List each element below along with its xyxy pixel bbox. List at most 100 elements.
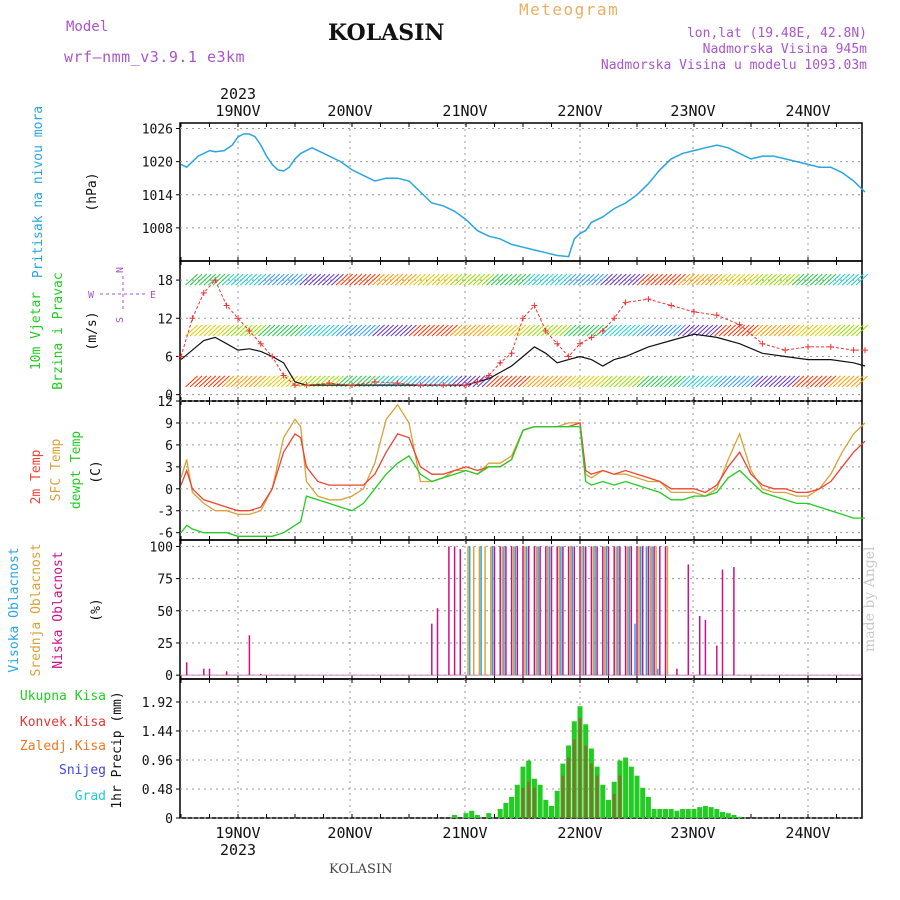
wind-barb: [741, 375, 755, 388]
wind-barb: [805, 273, 819, 286]
wind-barb: [809, 273, 823, 286]
wind-barb: [540, 273, 554, 286]
wind-barb: [686, 273, 700, 286]
temp-ytick-label: 9: [165, 417, 173, 432]
wind-barb: [531, 324, 545, 337]
wind-barb: [331, 273, 344, 286]
wind-barb: [285, 375, 299, 388]
wind-gust-marker: [588, 334, 595, 341]
wind-barb: [609, 375, 622, 388]
wind-barb: [194, 324, 208, 337]
wind-barb: [581, 273, 595, 286]
temp-ytick-label: 6: [165, 439, 173, 454]
wind-barb: [791, 324, 805, 337]
wind-barb: [641, 375, 654, 388]
wind-barb: [577, 375, 591, 388]
precip-total-bar: [549, 805, 554, 818]
wind-gust-marker: [645, 296, 652, 303]
wind-barb: [422, 273, 436, 286]
precip-total-bar: [463, 813, 469, 818]
temp-ylabel-2m: 2m Temp: [29, 449, 44, 504]
wind-barb: [759, 375, 773, 388]
wind-barb: [308, 324, 322, 337]
wind-barb: [189, 324, 203, 337]
wind-gust-marker: [554, 340, 561, 347]
wind-barb: [682, 273, 695, 286]
wind-barb: [613, 324, 627, 337]
wind-barb: [349, 324, 363, 337]
precip-conv-bar: [532, 787, 536, 818]
bottom-date-label: 20NOV: [327, 824, 372, 842]
wind-barb: [604, 324, 618, 337]
precip-ytick-label: 0.48: [142, 783, 173, 798]
wind-barb: [782, 375, 796, 388]
wind-barb: [276, 324, 290, 337]
bottom-date-label: 22NOV: [557, 824, 602, 842]
wind-barb: [262, 324, 276, 337]
wind-barb: [226, 324, 239, 337]
temp-ytick-label: 0: [165, 483, 173, 498]
bottom-date-label: 24NOV: [785, 824, 830, 842]
wind-barb: [787, 273, 800, 286]
wind-barb: [495, 375, 508, 388]
wind-barb: [695, 375, 709, 388]
wind-barb: [340, 324, 353, 337]
precip-total-bar: [497, 808, 503, 818]
wind-barb: [659, 375, 673, 388]
wind-barb: [627, 375, 641, 388]
wind-barb: [759, 273, 773, 286]
wind-barb: [850, 324, 864, 337]
pressure-unit: (hPa): [85, 172, 100, 211]
watermark: made by Angel: [862, 546, 878, 653]
wind-barb: [581, 324, 595, 337]
wind-barb: [800, 375, 814, 388]
wind-barb: [727, 324, 741, 337]
wind-barb: [322, 273, 335, 286]
wind-barb: [673, 273, 686, 286]
wind-barb: [673, 324, 686, 337]
wind-barb: [732, 375, 746, 388]
wind-barb: [203, 375, 217, 388]
wind-barb: [577, 324, 591, 337]
wind-barb: [463, 324, 477, 337]
wind-gust-marker: [622, 299, 629, 306]
wind-barb: [208, 375, 221, 388]
wind-gust-marker: [850, 347, 857, 354]
wind-barb: [431, 273, 445, 286]
wind-barb: [527, 375, 540, 388]
wind-barb: [714, 273, 727, 286]
wind-barb: [267, 273, 280, 286]
precip-ytick-label: 0: [165, 812, 173, 827]
precip-total-bar: [731, 814, 737, 818]
pressure-ytick-label: 1026: [142, 123, 173, 138]
wind-gust-marker: [565, 353, 572, 360]
wind-barb: [531, 273, 545, 286]
precip-total-bar: [514, 784, 520, 818]
top-date-label: 22NOV: [557, 102, 602, 120]
wind-barb: [230, 273, 244, 286]
wind-barb: [636, 375, 650, 388]
precip-conv-bar: [572, 739, 576, 818]
wind-barb: [249, 273, 262, 286]
wind-barb: [727, 273, 741, 286]
wind-barb: [650, 324, 664, 337]
compass-n: N: [115, 267, 126, 273]
wind-barb: [718, 375, 732, 388]
wind-barb: [714, 324, 727, 337]
wind-barb: [185, 375, 198, 388]
wind-barb: [572, 273, 586, 286]
wind-barb: [267, 324, 280, 337]
cloud-frame: [179, 539, 863, 680]
wind-barb: [431, 324, 445, 337]
wind-barb: [253, 375, 267, 388]
wind-barb: [331, 324, 344, 337]
wind-barb: [686, 375, 700, 388]
wind-barb: [609, 273, 622, 286]
wind-barb: [591, 375, 604, 388]
wind-barb: [613, 375, 627, 388]
wind-barb: [390, 324, 404, 337]
wind-barb: [787, 375, 800, 388]
wind-barb: [764, 375, 778, 388]
wind-barb: [654, 324, 668, 337]
wind-barb: [258, 324, 271, 337]
